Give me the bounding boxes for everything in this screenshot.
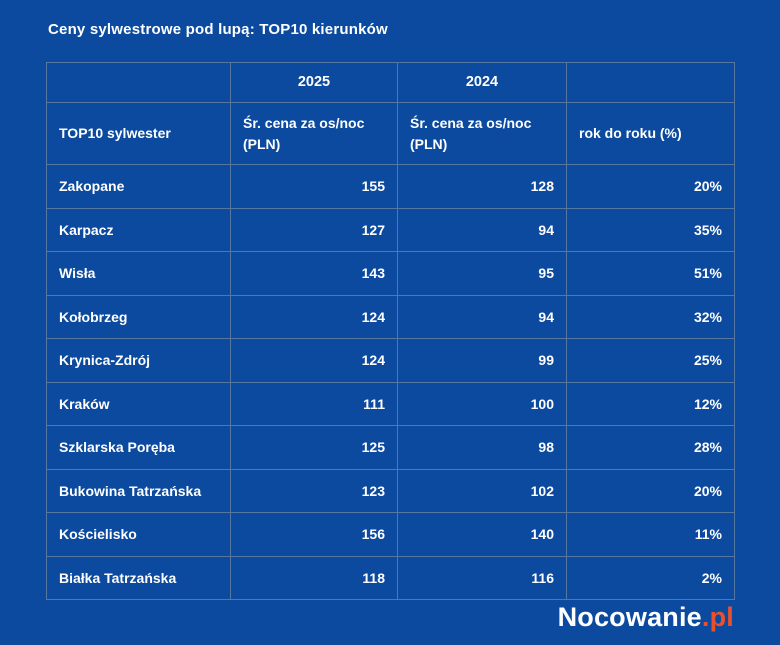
column-header-yoy: rok do roku (%)	[566, 102, 735, 165]
column-header-row: TOP10 sylwester Śr. cena za os/noc (PLN)…	[46, 102, 735, 165]
table-row: Krynica-Zdrój 124 99 25%	[46, 338, 735, 383]
yoy-cell: 32%	[566, 294, 735, 339]
nocowanie-logo: Nocowanie.pl	[558, 602, 734, 633]
logo-suffix-text: .pl	[701, 602, 734, 632]
city-cell: Kraków	[46, 381, 231, 426]
table-row: Kołobrzeg 124 94 32%	[46, 294, 735, 339]
yoy-cell: 12%	[566, 381, 735, 426]
price-2024-cell: 140	[397, 512, 567, 557]
column-header-price-2024: Śr. cena za os/noc (PLN)	[397, 102, 567, 165]
yoy-cell: 25%	[566, 338, 735, 383]
table-row: Białka Tatrzańska 118 116 2%	[46, 555, 735, 600]
price-2025-cell: 124	[230, 338, 398, 383]
city-cell: Krynica-Zdrój	[46, 338, 231, 383]
city-cell: Bukowina Tatrzańska	[46, 468, 231, 513]
price-2025-cell: 155	[230, 164, 398, 209]
price-2025-cell: 111	[230, 381, 398, 426]
city-cell: Szklarska Poręba	[46, 425, 231, 470]
price-2025-cell: 125	[230, 425, 398, 470]
yoy-cell: 11%	[566, 512, 735, 557]
table-row: Kościelisko 156 140 11%	[46, 512, 735, 557]
price-2024-cell: 128	[397, 164, 567, 209]
price-2024-cell: 94	[397, 207, 567, 252]
column-header-price-2025: Śr. cena za os/noc (PLN)	[230, 102, 398, 165]
city-cell: Zakopane	[46, 164, 231, 209]
table-row: Bukowina Tatrzańska 123 102 20%	[46, 468, 735, 513]
table-row: Wisła 143 95 51%	[46, 251, 735, 296]
price-2024-cell: 102	[397, 468, 567, 513]
logo-brand-text: Nocowanie	[557, 602, 702, 632]
empty-header-cell	[46, 62, 231, 103]
price-2024-cell: 99	[397, 338, 567, 383]
yoy-cell: 35%	[566, 207, 735, 252]
year-header-row: 2025 2024	[46, 62, 735, 103]
price-2024-cell: 95	[397, 251, 567, 296]
price-2025-cell: 124	[230, 294, 398, 339]
column-header-top10: TOP10 sylwester	[46, 102, 231, 165]
table-row: Kraków 111 100 12%	[46, 381, 735, 426]
price-2024-cell: 100	[397, 381, 567, 426]
price-2025-cell: 118	[230, 555, 398, 600]
city-cell: Kołobrzeg	[46, 294, 231, 339]
yoy-cell: 20%	[566, 468, 735, 513]
price-2025-cell: 143	[230, 251, 398, 296]
price-2024-cell: 116	[397, 555, 567, 600]
city-cell: Białka Tatrzańska	[46, 555, 231, 600]
price-2024-cell: 94	[397, 294, 567, 339]
table-row: Szklarska Poręba 125 98 28%	[46, 425, 735, 470]
page-title: Ceny sylwestrowe pod lupą: TOP10 kierunk…	[48, 21, 388, 38]
yoy-cell: 2%	[566, 555, 735, 600]
city-cell: Karpacz	[46, 207, 231, 252]
empty-header-cell	[566, 62, 735, 103]
yoy-cell: 20%	[566, 164, 735, 209]
price-2025-cell: 123	[230, 468, 398, 513]
table-row: Zakopane 155 128 20%	[46, 164, 735, 209]
price-table: 2025 2024 TOP10 sylwester Śr. cena za os…	[46, 62, 735, 600]
table-row: Karpacz 127 94 35%	[46, 207, 735, 252]
city-cell: Kościelisko	[46, 512, 231, 557]
city-cell: Wisła	[46, 251, 231, 296]
yoy-cell: 28%	[566, 425, 735, 470]
year-2024-header: 2024	[397, 62, 567, 103]
price-2025-cell: 156	[230, 512, 398, 557]
price-2024-cell: 98	[397, 425, 567, 470]
yoy-cell: 51%	[566, 251, 735, 296]
price-2025-cell: 127	[230, 207, 398, 252]
year-2025-header: 2025	[230, 62, 398, 103]
